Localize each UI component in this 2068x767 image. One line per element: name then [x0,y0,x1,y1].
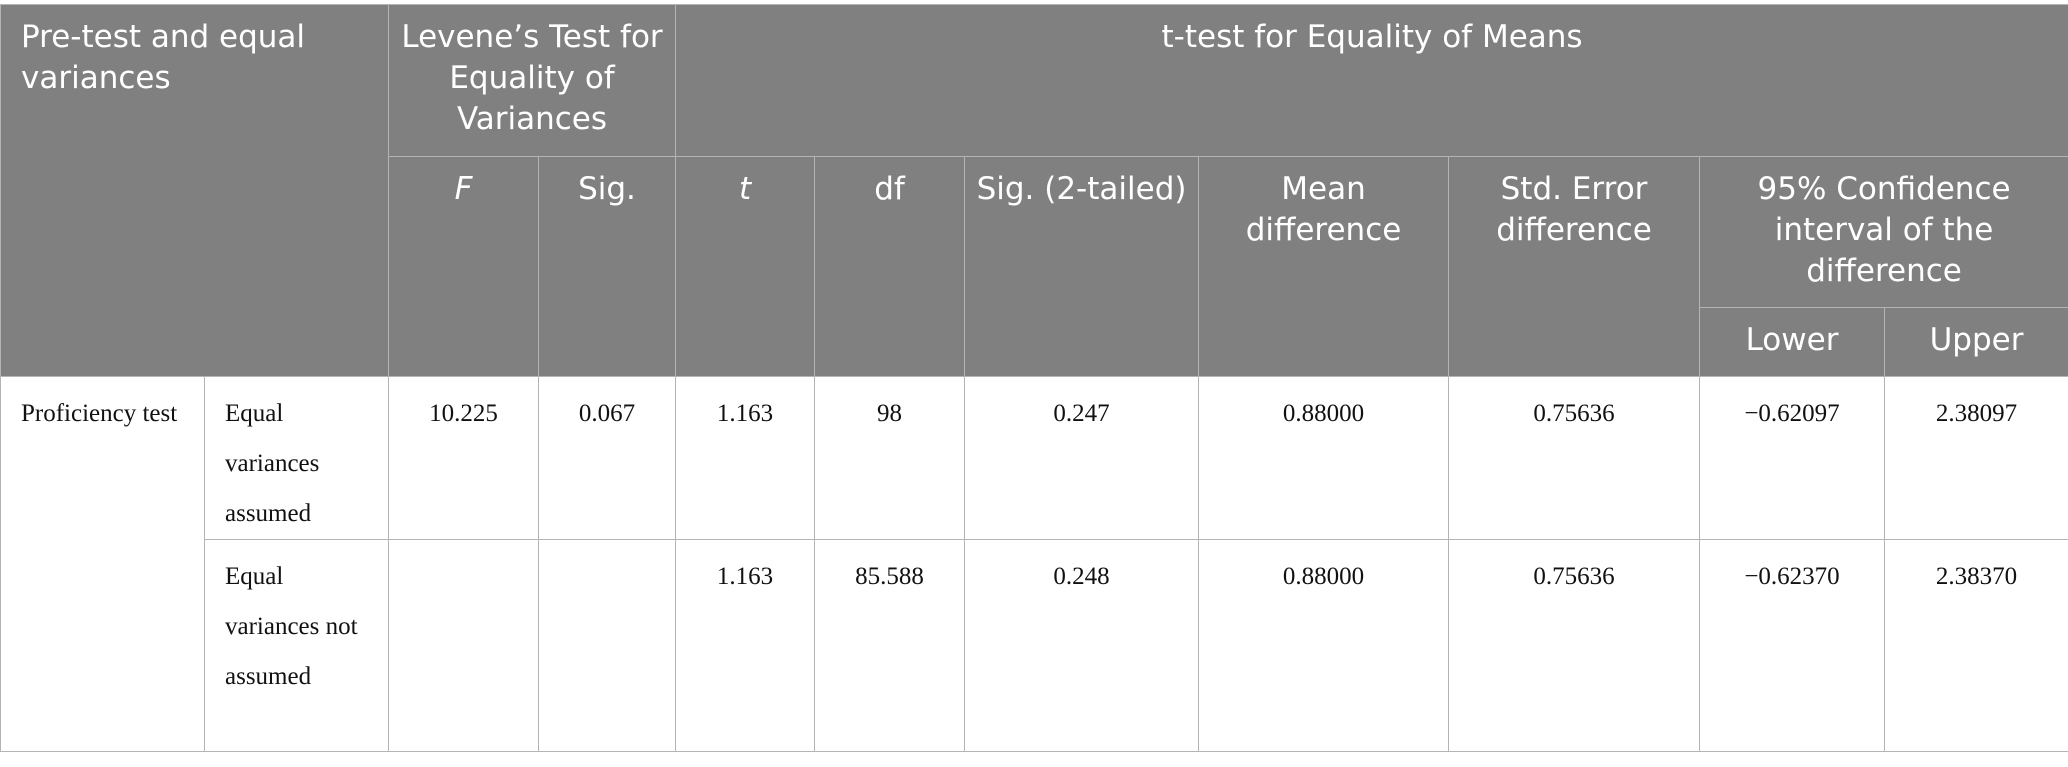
row-label: Equal variances not assumed [203,539,390,752]
header-t: t [675,156,816,377]
cell-t: 1.163 [675,376,816,540]
cell-upper: 2.38097 [1884,376,2068,540]
header-confidence-interval: 95% Confidence interval of the differenc… [1699,156,2068,308]
header-row-2: F Sig. t df Sig. (2-tailed) Mean differe… [1,156,2068,377]
header-std-error-difference: Std. Error difference [1448,156,1701,377]
header-row-1: Pre-test and equal variances Levene’s Te… [0,4,2068,377]
table-row: Proficiency test Equal variances assumed… [0,376,2068,752]
cell-df: 98 [814,376,966,540]
cell-mean-difference: 0.88000 [1198,376,1450,540]
cell-upper: 2.38370 [1884,539,2068,752]
cell-lower: −0.62097 [1699,376,1886,540]
cell-sig-2-tailed: 0.248 [964,539,1200,752]
cell-sig-2-tailed: 0.247 [964,376,1200,540]
cell-std-error-difference: 0.75636 [1448,539,1701,752]
table-row: Equal variances not assumed 1.163 85.588… [1,539,2068,752]
cell-mean-difference: 0.88000 [1198,539,1450,752]
header-group-label: Pre-test and equal variances [0,4,390,377]
header-ttest: t-test for Equality of Means [675,4,2068,157]
header-upper: Upper [1884,307,2068,377]
t-test-results-table: Pre-test and equal variances Levene’s Te… [0,4,2068,752]
cell-df: 85.588 [814,539,966,752]
cell-std-error-difference: 0.75636 [1448,376,1701,540]
header-mean-difference: Mean difference [1198,156,1450,377]
cell-lower: −0.62370 [1699,539,1886,752]
header-f: F [388,156,540,377]
cell-f: 10.225 [388,376,540,540]
header-lower: Lower [1699,307,1886,377]
cell-f [388,539,540,752]
row-label: Equal variances assumed [203,376,390,540]
header-df: df [814,156,966,377]
header-row-3: Lower Upper [1,307,2068,377]
cell-sig: 0.067 [538,376,677,540]
header-sig: Sig. [538,156,677,377]
cell-sig [538,539,677,752]
row-group-label: Proficiency test [0,376,205,752]
header-levene: Levene’s Test for Equality of Variances [388,4,677,157]
cell-t: 1.163 [675,539,816,752]
header-sig-2-tailed: Sig. (2-tailed) [964,156,1200,377]
